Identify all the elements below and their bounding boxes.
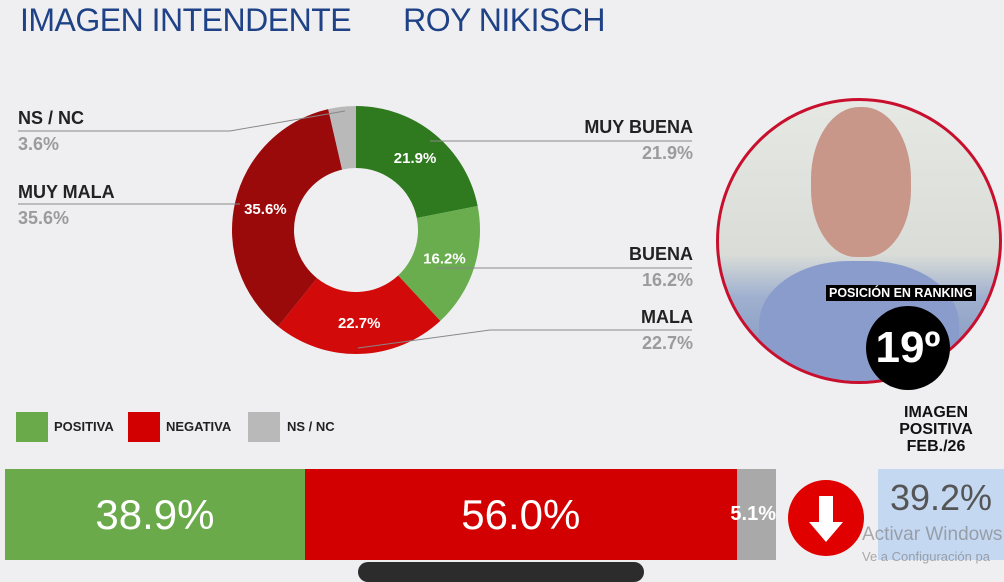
title-text: IMAGEN INTENDENTE (20, 2, 352, 38)
value-muy-mala: 35.6% (18, 208, 70, 228)
value-muy-buena: 21.9% (641, 143, 693, 163)
label-ns-nc: NS / NC (18, 108, 85, 128)
watermark-line2: Ve a Configuración pa (862, 549, 990, 564)
legend-negativa: NEGATIVA (166, 419, 232, 434)
video-control-bar[interactable] (358, 562, 644, 582)
legend-swatch-ns-nc (248, 412, 280, 442)
leader-lines (18, 110, 692, 349)
legend-swatch-negativa (128, 412, 160, 442)
ranking-position: 19º (866, 306, 950, 390)
value-mala: 22.7% (641, 333, 693, 353)
candidate-photo (716, 98, 1002, 384)
slice-muy-buena (356, 106, 478, 218)
previous-value: 39.2% (889, 477, 993, 518)
slice-label-buena: 16.2% (423, 251, 466, 268)
label-mala: MALA (641, 307, 693, 327)
leader-mala (357, 329, 692, 349)
value-buena: 16.2% (641, 270, 693, 290)
previous-label-line: FEB./26 (906, 438, 966, 455)
label-buena: BUENA (628, 244, 693, 264)
slice-muy-mala (231, 109, 343, 327)
slice-label-mala: 22.7% (338, 315, 381, 332)
slice-label-muy-buena: 21.9% (394, 150, 437, 167)
slice-ns-nc (328, 106, 356, 170)
leader-ns (18, 110, 346, 132)
label-muy-buena: MUY BUENA (584, 117, 693, 137)
label-muy-mala: MUY MALA (18, 182, 115, 202)
previous-label: IMAGEN POSITIVA FEB./26 (878, 404, 994, 455)
page-title: IMAGEN INTENDENTE ROY NIKISCH (20, 2, 657, 39)
previous-label-line: IMAGEN (904, 404, 968, 421)
legend-swatch-positiva (16, 412, 48, 442)
legend-ns-nc: NS / NC (287, 419, 335, 434)
bar-negativa: 56.0% (304, 469, 737, 560)
slice-buena (398, 205, 480, 321)
previous-value-box (878, 469, 1004, 560)
bar-ns-nc: 5.1% (730, 469, 776, 560)
previous-label-line: POSITIVA (899, 421, 973, 438)
donut-chart: 21.9% 16.2% 22.7% 35.6% (18, 106, 692, 355)
legend-positiva: POSITIVA (54, 419, 114, 434)
down-arrow-icon (788, 480, 864, 556)
candidate-name: ROY NIKISCH (403, 2, 606, 38)
bar-positiva: 38.9% (5, 469, 305, 560)
slice-label-muy-mala: 35.6% (244, 201, 287, 218)
ranking-label: POSICIÓN EN RANKING (826, 285, 976, 301)
value-ns-nc: 3.6% (18, 134, 60, 154)
slice-mala (278, 275, 441, 355)
watermark-line1: Activar Windows (862, 524, 1003, 545)
face-shape (811, 107, 911, 257)
